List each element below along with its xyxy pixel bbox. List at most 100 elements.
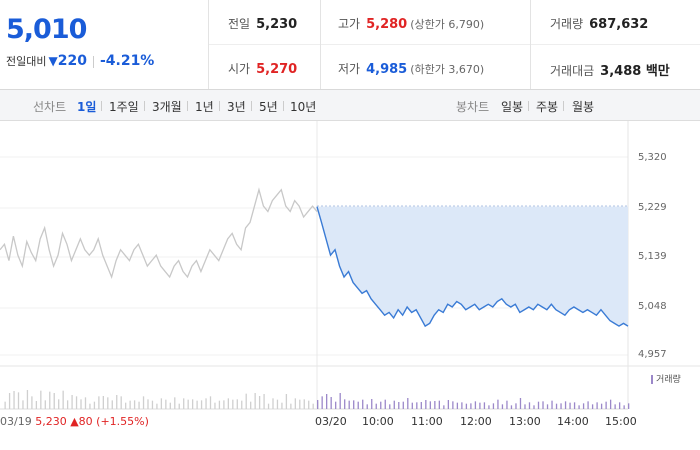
volume-bar <box>53 393 55 409</box>
volume-bar <box>258 396 261 409</box>
y-tick-label: 5,229 <box>638 202 667 213</box>
volume-bar <box>407 398 409 409</box>
divider <box>251 101 252 111</box>
volume-bar <box>250 401 252 409</box>
x-tick-label: 11:00 <box>411 415 443 428</box>
volume-bar <box>129 400 131 409</box>
volume-legend: 거래량 <box>651 372 681 385</box>
volume-bar <box>31 396 33 409</box>
price-chart[interactable] <box>0 121 700 450</box>
prev-day-pct: (+1.55%) <box>96 415 149 428</box>
stat-sub: (상한가 6,790) <box>410 18 485 31</box>
divider <box>92 56 94 68</box>
volume-bar <box>524 404 526 409</box>
volume-bar <box>58 399 60 409</box>
volume-bar <box>102 396 104 409</box>
volume-bar <box>151 400 154 409</box>
stat-label: 전일 <box>228 17 251 31</box>
volume-bar <box>40 390 42 409</box>
y-tick-label: 5,048 <box>638 301 667 312</box>
x-tick-label: 10:00 <box>362 415 394 428</box>
volume-bar <box>389 404 391 409</box>
volume-bar <box>384 399 386 409</box>
volume-bar <box>317 400 319 409</box>
volume-bar <box>245 393 247 409</box>
volume-bar <box>107 397 109 409</box>
volume-bar <box>623 405 625 409</box>
volume-bar <box>326 394 328 409</box>
y-tick-label: 5,320 <box>638 152 667 163</box>
volume-bar <box>254 393 256 409</box>
volume-bar <box>183 398 185 409</box>
volume-bar <box>461 402 463 409</box>
volume-bar <box>573 402 576 409</box>
period-1w-button[interactable]: 1주일 <box>109 100 139 114</box>
volume-bar <box>84 397 87 409</box>
volume-swatch <box>651 375 653 384</box>
volume-bar <box>348 400 350 409</box>
candle-daily-button[interactable]: 일봉 <box>501 100 524 114</box>
volume-bar <box>402 401 404 409</box>
volume-bar <box>609 399 612 409</box>
volume-bar <box>335 401 337 409</box>
volume-bar <box>564 401 567 409</box>
stat-value: 5,230 <box>256 17 298 32</box>
series-line-today <box>316 206 629 328</box>
volume-bar <box>614 404 616 409</box>
volume-bar <box>241 400 243 409</box>
prev-day-change: 80 <box>78 415 93 428</box>
volume-bar <box>223 400 225 409</box>
volume-bar <box>628 403 630 409</box>
volume-bar <box>362 399 364 409</box>
prev-day-price: 5,230 <box>35 415 67 428</box>
period-1y-button[interactable]: 1년 <box>195 100 214 114</box>
stat-label: 거래량 <box>550 17 584 31</box>
volume-bar <box>416 402 418 409</box>
volume-bar <box>506 400 508 409</box>
volume-bar <box>276 399 279 409</box>
prev-day-line <box>0 187 318 280</box>
volume-bar <box>312 403 314 409</box>
candle-monthly-button[interactable]: 월봉 <box>572 100 595 114</box>
period-5y-button[interactable]: 5년 <box>259 100 278 114</box>
divider <box>283 101 284 111</box>
period-3y-button[interactable]: 3년 <box>227 100 246 114</box>
change-percent: -4.21% <box>99 53 155 69</box>
volume-bar <box>209 396 212 409</box>
y-tick-label: 4,957 <box>638 349 667 360</box>
price-summary: 5,010 전일대비 ▼220 -4.21% <box>0 0 209 89</box>
volume-bar <box>13 391 15 409</box>
change-row: 전일대비 ▼220 -4.21% <box>6 53 154 69</box>
x-tick-label: 15:00 <box>605 415 637 428</box>
volume-bar <box>533 405 535 409</box>
volume-bar <box>227 398 230 409</box>
stat-label: 거래대금 <box>550 64 595 78</box>
volume-bar <box>125 402 127 409</box>
x-tick-label: 14:00 <box>557 415 589 428</box>
volume-bar <box>218 400 221 409</box>
volume-bar <box>515 403 517 409</box>
stat-sub: (하한가 3,670) <box>410 63 485 76</box>
period-3m-button[interactable]: 3개월 <box>152 100 182 114</box>
volume-bar <box>191 399 194 409</box>
x-tick-label: 03/20 <box>315 415 347 428</box>
down-arrow-icon: ▼ <box>48 54 58 68</box>
period-1d-button[interactable]: 1일 <box>77 100 97 114</box>
period-10y-button[interactable]: 10년 <box>290 100 317 114</box>
volume-bar <box>375 403 377 409</box>
volume-bar <box>560 403 562 409</box>
volume-bar <box>483 402 486 409</box>
stat-value: 5,280 <box>366 17 408 32</box>
volume-bar <box>546 404 549 409</box>
divider <box>144 101 145 111</box>
volume-bar <box>169 402 171 409</box>
change-label: 전일대비 <box>6 55 47 68</box>
candle-weekly-button[interactable]: 주봉 <box>536 100 559 114</box>
volume-bar <box>470 403 472 409</box>
volume-bar <box>272 398 274 409</box>
volume-bar <box>420 402 422 409</box>
volume-bar <box>75 396 78 409</box>
volume-bar <box>398 402 400 409</box>
volume-bar <box>429 401 431 409</box>
volume-bar <box>578 405 580 409</box>
